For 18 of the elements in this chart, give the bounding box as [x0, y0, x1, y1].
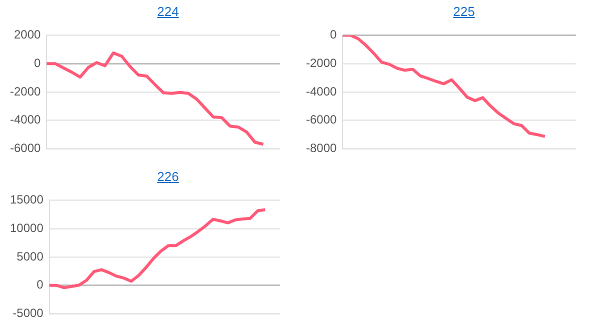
y-tick-label: -2000	[10, 84, 42, 98]
chart-title: 226	[157, 169, 179, 184]
y-tick-label: 2000	[14, 28, 42, 42]
y-tick-label: -5000	[12, 306, 44, 320]
y-tick-label: -6000	[10, 141, 42, 156]
y-tick-label: -4000	[306, 84, 338, 98]
y-tick-label: 0	[330, 28, 338, 42]
chart-title: 225	[453, 4, 475, 19]
y-tick-label: -4000	[10, 112, 42, 127]
y-tick-label: 0	[36, 278, 44, 292]
y-tick-label: -8000	[306, 141, 338, 156]
y-tick-label: 0	[34, 56, 42, 70]
y-tick-label: -6000	[306, 112, 338, 127]
y-tick-label: 5000	[16, 249, 44, 264]
y-tick-label: 10000	[10, 220, 44, 235]
y-tick-label: 15000	[10, 192, 44, 207]
y-tick-label: -2000	[306, 56, 338, 70]
chart-title: 224	[157, 4, 179, 19]
